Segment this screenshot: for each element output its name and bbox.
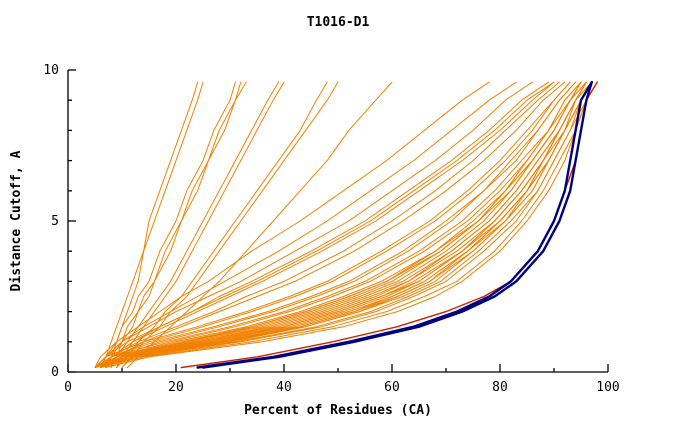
model-curves	[94, 81, 598, 368]
model-curve	[94, 81, 571, 368]
x-axis-label: Percent of Residues (CA)	[244, 403, 432, 418]
model-curve	[121, 81, 339, 368]
y-axis-label: Distance Cutoff, A	[9, 150, 24, 291]
model-curve	[99, 81, 550, 368]
model-curve	[105, 81, 242, 368]
model-curve	[110, 81, 280, 368]
model-curve	[94, 81, 490, 368]
model-curve	[99, 81, 577, 368]
model-curve	[116, 81, 328, 368]
model-curve	[110, 81, 247, 368]
model-curve	[99, 81, 236, 368]
model-curve	[99, 81, 598, 368]
model-curve	[99, 81, 199, 368]
model-curve	[105, 81, 204, 368]
model-curve	[99, 81, 582, 368]
x-tick-label: 60	[384, 380, 400, 395]
model-curve	[94, 81, 533, 368]
model-curve	[105, 81, 566, 368]
model-curve	[196, 80, 593, 369]
x-tick-label: 0	[64, 380, 72, 395]
chart-title: T1016-D1	[307, 15, 370, 30]
model-curve	[94, 81, 555, 368]
model-curve	[94, 81, 587, 368]
model-curve	[94, 81, 587, 368]
x-tick-label: 100	[596, 380, 619, 395]
model-curve	[99, 81, 582, 368]
y-tick-label: 5	[51, 214, 59, 229]
highlight-curves	[196, 80, 593, 369]
x-tick-label: 40	[276, 380, 292, 395]
axes	[67, 69, 609, 373]
x-tick-label: 20	[168, 380, 184, 395]
model-curve	[116, 81, 285, 368]
model-curve	[94, 81, 582, 368]
model-curve	[94, 81, 571, 368]
model-curve	[201, 80, 593, 369]
y-tick-label: 0	[51, 365, 59, 380]
y-tick-label: 10	[43, 63, 59, 78]
model-curve	[99, 81, 560, 368]
model-curve	[99, 81, 593, 368]
model-curve	[99, 81, 587, 368]
x-tick-label: 80	[492, 380, 508, 395]
model-curve	[94, 81, 577, 368]
